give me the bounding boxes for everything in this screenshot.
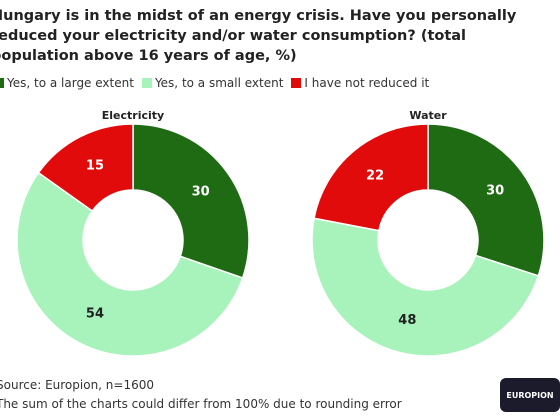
legend: Yes, to a large extent Yes, to a small ex… bbox=[0, 76, 429, 90]
note: The sum of the charts could differ from … bbox=[0, 397, 402, 411]
chart-title: Electricity bbox=[102, 109, 164, 122]
legend-label: Yes, to a small extent bbox=[154, 76, 284, 90]
source: Source: Europion, n=1600 bbox=[0, 378, 154, 392]
legend-label: I have not reduced it bbox=[304, 76, 430, 90]
charts: Electricity 30 54 15 Water 30 48 22 bbox=[16, 109, 545, 357]
legend-swatch bbox=[0, 78, 4, 88]
donut-segment bbox=[37, 123, 134, 213]
donut-segment bbox=[313, 123, 429, 232]
donut-segment bbox=[427, 123, 545, 277]
chart-title: Water bbox=[409, 109, 447, 122]
value-label: 22 bbox=[366, 169, 384, 184]
value-label: 48 bbox=[398, 313, 416, 328]
value-label: 54 bbox=[86, 306, 104, 321]
legend-item: Yes, to a small extent bbox=[141, 76, 284, 90]
legend-label: Yes, to a large extent bbox=[7, 76, 134, 90]
value-label: 30 bbox=[192, 184, 210, 199]
legend-swatch bbox=[141, 78, 152, 88]
donut-segment bbox=[16, 171, 244, 357]
value-label: 15 bbox=[86, 159, 104, 174]
legend-swatch bbox=[291, 78, 302, 88]
logo: EUROPION bbox=[500, 378, 560, 412]
donut-segment bbox=[132, 123, 250, 279]
legend-item: Yes, to a large extent bbox=[0, 76, 134, 90]
donut-segment bbox=[311, 217, 540, 357]
title: Hungary is in the midst of an energy cri… bbox=[0, 8, 517, 64]
value-label: 30 bbox=[486, 184, 504, 199]
legend-item: I have not reduced it bbox=[291, 76, 429, 90]
